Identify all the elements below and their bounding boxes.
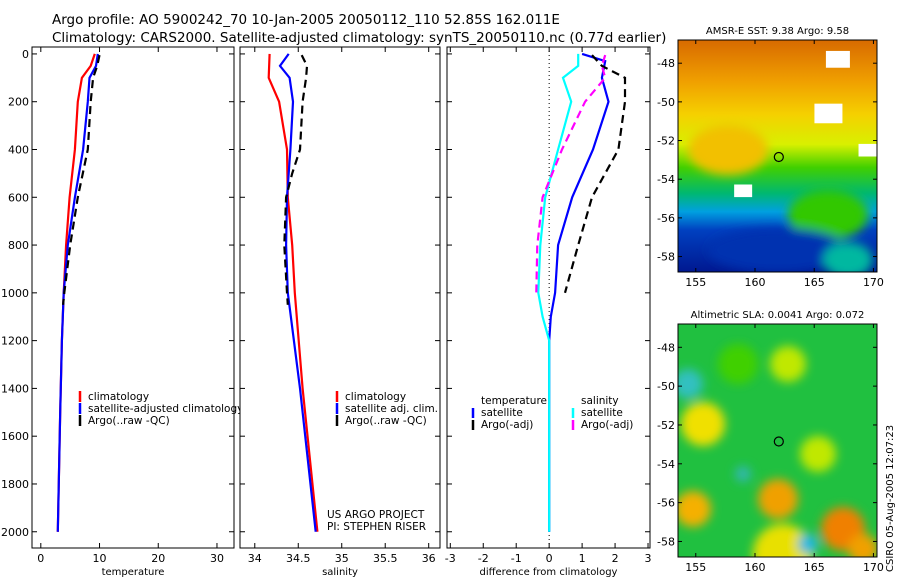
x-tick-label: 165 — [804, 561, 825, 574]
legend-entry: satellite — [481, 407, 523, 419]
y-tick-label: 2000 — [1, 526, 29, 539]
map-image — [678, 40, 877, 272]
x-tick-label: 160 — [744, 561, 765, 574]
x-axis-label: salinity — [322, 567, 358, 578]
credit-line-2: PI: STEPHEN RISER — [327, 521, 426, 533]
map-frame — [677, 39, 878, 273]
y-tick-label: 400 — [8, 143, 29, 156]
y-tick-label: 1200 — [1, 335, 29, 348]
y-tick-label: 1600 — [1, 430, 29, 443]
argo-position-marker — [773, 436, 784, 447]
y-tick-label: 800 — [8, 239, 29, 252]
y-tick-label: 1400 — [1, 382, 29, 395]
x-tick-label: 34.5 — [286, 552, 311, 565]
y-tick-label: -48 — [657, 341, 675, 354]
legend-entry: satellite adj. clim. — [345, 403, 438, 415]
title-line-1: Argo profile: AO 5900242_70 10-Jan-2005 … — [52, 12, 560, 28]
profile-panel-2: 34 34.5 35 35.5 36 salinity climatologysatelli… — [239, 46, 441, 578]
y-tick-label: -52 — [657, 135, 675, 148]
x-tick-label: 35 — [335, 552, 349, 565]
missing-data-patch — [734, 184, 753, 198]
y-tick-label: -56 — [657, 212, 675, 225]
profile-panel-3: -3 -2 -1 0 1 2 3 difference from climatology tem… — [445, 46, 652, 578]
map-image — [678, 324, 877, 557]
y-tick-label: -58 — [657, 535, 675, 548]
y-tick-label: 0 — [22, 48, 29, 61]
x-tick-label: -2 — [478, 552, 489, 565]
missing-data-patch — [814, 103, 843, 124]
series-satellite-adj-clim- — [278, 53, 317, 532]
x-tick-label: 155 — [685, 561, 706, 574]
x-tick-label: 3 — [645, 552, 652, 565]
series-temperature-argo-adj- — [563, 54, 627, 294]
x-tick-label: 0 — [37, 552, 44, 565]
sst-map: AMSR-E SST: 9.38 Argo: 9.58 155 160 165 170 -… — [657, 26, 884, 289]
y-tick-label: -54 — [657, 173, 675, 186]
y-tick-label: -50 — [657, 380, 675, 393]
legend-entry: Argo(..raw -QC) — [345, 415, 427, 427]
series-salinity-argo-adj- — [535, 54, 607, 293]
x-tick-label: 160 — [744, 276, 765, 289]
x-tick-label: 10 — [93, 552, 107, 565]
legend-heading: temperature — [481, 395, 547, 407]
title-line-2: Climatology: CARS2000. Satellite-adjuste… — [52, 30, 666, 46]
legend-entry: climatology — [88, 391, 149, 403]
x-tick-label: 35.5 — [373, 552, 398, 565]
series-salinity-satellite — [537, 53, 580, 532]
x-tick-label: 1 — [579, 552, 586, 565]
credit-line-1: US ARGO PROJECT — [327, 509, 425, 521]
csiro-timestamp: CSIRO 05-Aug-2005 12:07:23 — [885, 425, 896, 572]
x-tick-label: 165 — [804, 276, 825, 289]
map-title: AMSR-E SST: 9.38 Argo: 9.58 — [706, 26, 849, 37]
legend-entry: Argo(-adj) — [581, 419, 633, 431]
y-tick-label: 200 — [8, 96, 29, 109]
legend-entry: Argo(-adj) — [481, 419, 533, 431]
x-axis-label: difference from climatology — [480, 567, 618, 578]
x-tick-label: 155 — [685, 276, 706, 289]
plot-frame — [239, 46, 441, 549]
argo-position-marker — [773, 151, 784, 163]
legend-entry: Argo(..raw -QC) — [88, 415, 170, 427]
series-argo-raw-qc- — [62, 54, 101, 305]
x-tick-label: 170 — [863, 561, 884, 574]
x-tick-label: 36 — [422, 552, 436, 565]
profile-panel-1: 0 10 20 30 0 200 400 600 800 1000 1200 1400 1600 1800… — [1, 46, 243, 578]
series-argo-raw-qc- — [283, 54, 309, 305]
x-axis-label: temperature — [102, 567, 165, 578]
x-tick-label: 2 — [612, 552, 619, 565]
x-tick-label: -3 — [445, 552, 456, 565]
map-title: Altimetric SLA: 0.0041 Argo: 0.072 — [691, 310, 865, 321]
y-tick-label: 1800 — [1, 478, 29, 491]
series-satellite-adjusted-climatology — [56, 53, 99, 532]
x-tick-label: 30 — [210, 552, 224, 565]
y-tick-label: -54 — [657, 458, 675, 471]
plot-frame — [31, 46, 235, 549]
y-tick-label: -56 — [657, 497, 675, 510]
map-frame — [677, 323, 878, 558]
y-tick-label: 600 — [8, 191, 29, 204]
y-tick-label: -48 — [657, 57, 675, 70]
x-tick-label: 34 — [248, 552, 262, 565]
legend-entry: satellite-adjusted climatology — [88, 403, 243, 415]
y-tick-label: -52 — [657, 419, 675, 432]
x-tick-label: 170 — [863, 276, 884, 289]
legend-entry: climatology — [345, 391, 406, 403]
x-tick-label: 0 — [546, 552, 553, 565]
missing-data-patch — [825, 50, 850, 68]
missing-data-patch — [858, 143, 877, 157]
x-tick-label: -1 — [511, 552, 522, 565]
y-tick-label: -50 — [657, 96, 675, 109]
y-tick-label: 1000 — [1, 287, 29, 300]
legend-entry: satellite — [581, 407, 623, 419]
y-tick-label: -58 — [657, 251, 675, 264]
legend-heading: salinity — [581, 395, 619, 407]
sla-map: Altimetric SLA: 0.0041 Argo: 0.072 155 160… — [657, 310, 884, 574]
x-tick-label: 20 — [151, 552, 165, 565]
